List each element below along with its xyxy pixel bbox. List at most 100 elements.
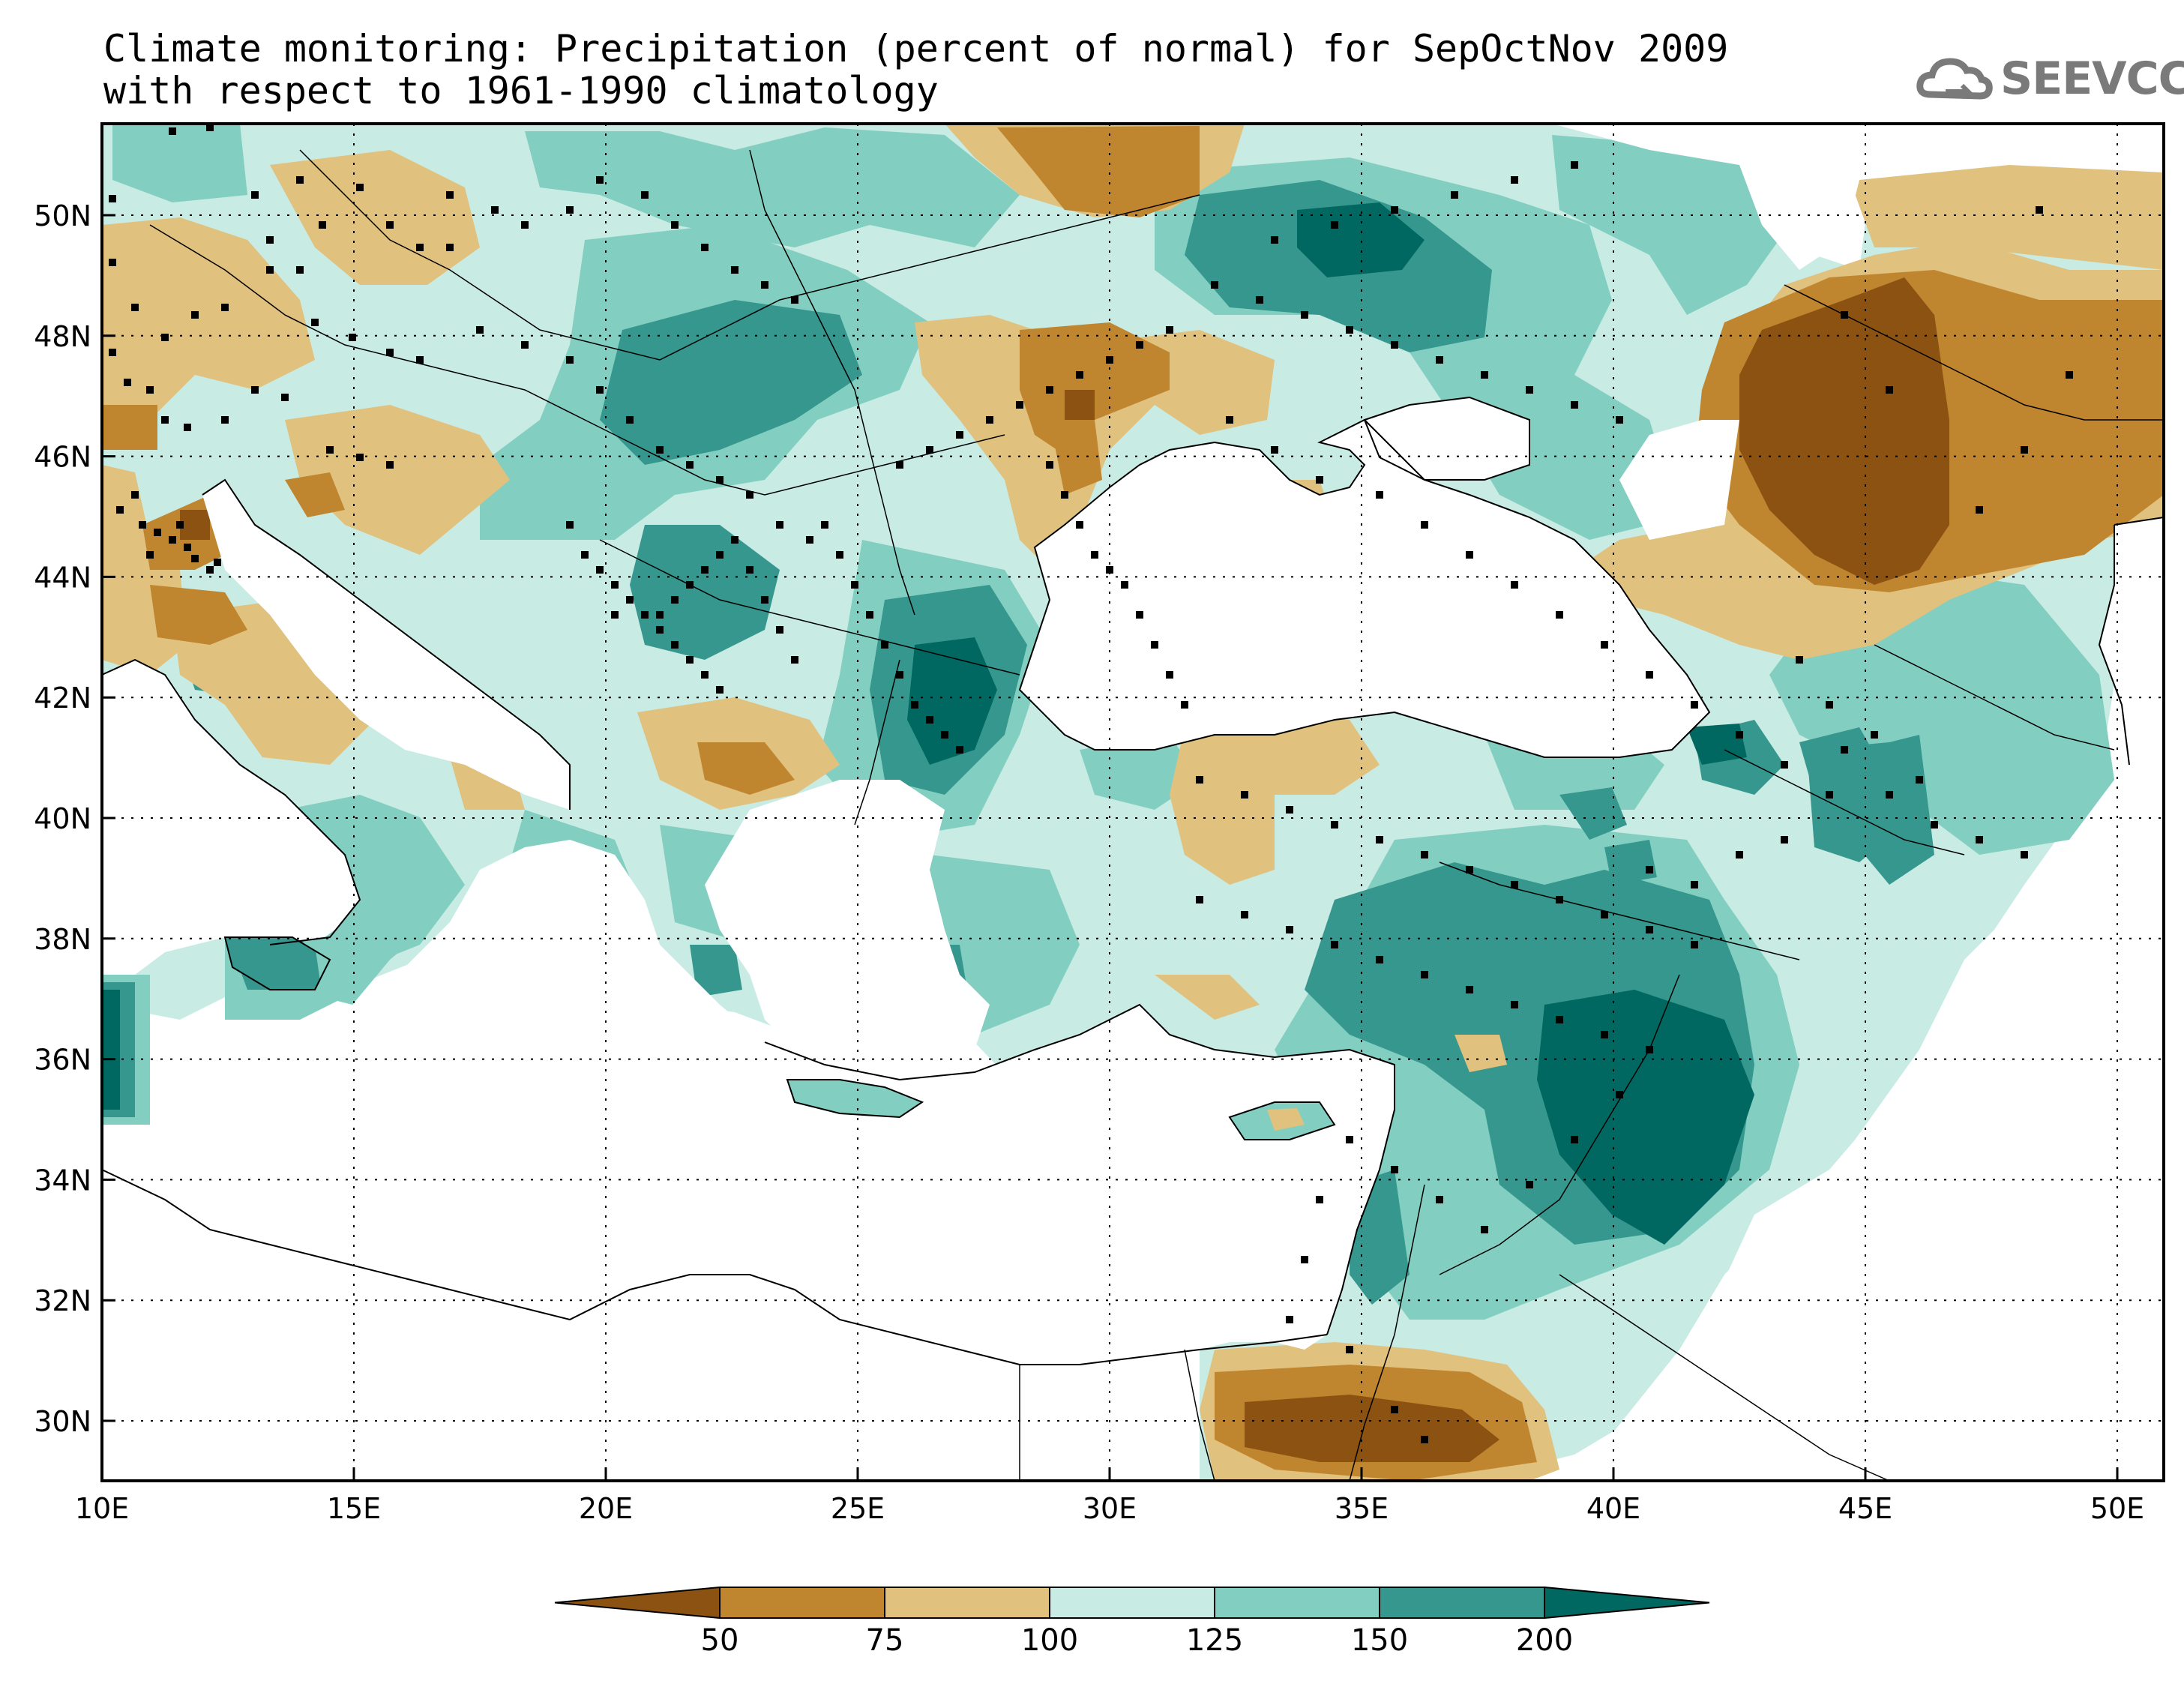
station-marker xyxy=(821,521,828,529)
caspian-sea xyxy=(2099,517,2164,795)
station-marker xyxy=(1646,671,1653,679)
station-marker xyxy=(686,656,694,664)
lat-tick-label: 42N xyxy=(34,682,91,715)
station-marker xyxy=(1046,461,1053,469)
lat-tick-label: 36N xyxy=(34,1044,91,1077)
station-marker xyxy=(319,221,326,229)
station-marker xyxy=(896,671,903,679)
station-marker xyxy=(2036,206,2043,214)
station-marker xyxy=(791,656,798,664)
station-marker xyxy=(476,326,484,334)
station-marker xyxy=(1046,386,1053,394)
station-marker xyxy=(169,127,176,135)
station-marker xyxy=(656,611,664,619)
station-marker xyxy=(1841,746,1848,754)
station-marker xyxy=(671,596,679,604)
lat-tick-label: 50N xyxy=(34,199,91,232)
field-below-50 xyxy=(180,277,1949,1462)
station-marker xyxy=(131,304,139,311)
station-marker xyxy=(206,566,214,574)
adriatic-sea xyxy=(202,480,570,810)
station-marker xyxy=(356,454,364,461)
station-marker xyxy=(1526,386,1533,394)
station-marker xyxy=(1556,896,1563,903)
station-marker xyxy=(1331,941,1338,948)
lon-tick-label: 35E xyxy=(1335,1492,1389,1525)
cloud-logo-icon xyxy=(1916,58,1993,100)
station-marker xyxy=(1616,416,1623,424)
station-marker xyxy=(349,334,356,341)
logo-text: SEEVCCC xyxy=(2000,52,2184,105)
station-marker xyxy=(1106,356,1113,364)
colorbar-segment xyxy=(1379,1587,1545,1619)
station-marker xyxy=(1976,506,1983,514)
station-marker xyxy=(1466,551,1473,559)
station-marker xyxy=(716,551,724,559)
station-marker xyxy=(1181,701,1188,709)
station-marker xyxy=(191,555,199,562)
station-marker xyxy=(1931,821,1938,829)
colorbar-label: 100 xyxy=(1020,1623,1079,1658)
station-marker xyxy=(1571,161,1578,169)
station-marker xyxy=(416,244,424,251)
station-marker xyxy=(1316,1196,1323,1203)
station-marker xyxy=(1466,986,1473,993)
station-marker xyxy=(866,611,873,619)
aegean-sea xyxy=(705,780,990,1065)
station-marker xyxy=(1286,1316,1293,1323)
no-data-north-africa xyxy=(102,1125,1200,1481)
south-italy xyxy=(315,862,450,1005)
station-marker xyxy=(1556,1016,1563,1023)
station-marker xyxy=(131,491,139,499)
station-marker xyxy=(521,341,529,349)
station-marker xyxy=(611,581,619,589)
lon-tick-label: 10E xyxy=(75,1492,129,1525)
station-marker xyxy=(521,221,529,229)
station-marker xyxy=(1061,491,1068,499)
station-marker xyxy=(1691,941,1698,948)
station-marker xyxy=(2066,371,2073,379)
station-marker xyxy=(1301,1256,1308,1263)
station-marker xyxy=(1736,731,1743,739)
station-marker xyxy=(1421,1436,1428,1443)
station-marker xyxy=(176,521,184,529)
station-markers xyxy=(109,124,2073,1443)
colorbar-label: 150 xyxy=(1350,1623,1409,1658)
station-marker xyxy=(1331,821,1338,829)
lon-tick-label: 25E xyxy=(831,1492,885,1525)
station-marker xyxy=(1241,791,1248,799)
station-marker xyxy=(716,686,724,694)
station-marker xyxy=(671,221,679,229)
station-marker xyxy=(1376,491,1383,499)
colorbar-segment-above-200 xyxy=(1544,1586,1710,1620)
station-marker xyxy=(626,596,634,604)
station-marker xyxy=(656,446,664,454)
station-marker xyxy=(1466,866,1473,873)
station-marker xyxy=(1136,341,1143,349)
station-marker xyxy=(1256,296,1263,304)
station-marker xyxy=(1436,356,1443,364)
station-marker xyxy=(1796,656,1803,664)
station-marker xyxy=(184,544,191,551)
station-marker xyxy=(1451,191,1458,199)
station-marker xyxy=(386,221,394,229)
station-marker xyxy=(881,641,888,649)
station-marker xyxy=(1016,401,1023,409)
station-marker xyxy=(1121,581,1128,589)
axis-ticks: 10E 15E 20E 25E 30E 35E 40E 45E 50E 50N 48N 46N 44N 4… xyxy=(34,199,2144,1525)
station-marker xyxy=(221,416,229,424)
station-marker xyxy=(566,206,574,214)
station-marker xyxy=(911,701,918,709)
station-marker xyxy=(1211,281,1218,289)
colorbar-segment xyxy=(884,1587,1050,1619)
station-marker xyxy=(686,581,694,589)
station-marker xyxy=(161,416,169,424)
colorbar-label: 200 xyxy=(1515,1623,1574,1658)
station-marker xyxy=(2021,851,2028,858)
station-marker xyxy=(776,521,783,529)
station-marker xyxy=(1511,176,1518,184)
station-marker xyxy=(1511,1001,1518,1008)
colorbar-segment xyxy=(1214,1587,1380,1619)
station-marker xyxy=(296,266,304,274)
